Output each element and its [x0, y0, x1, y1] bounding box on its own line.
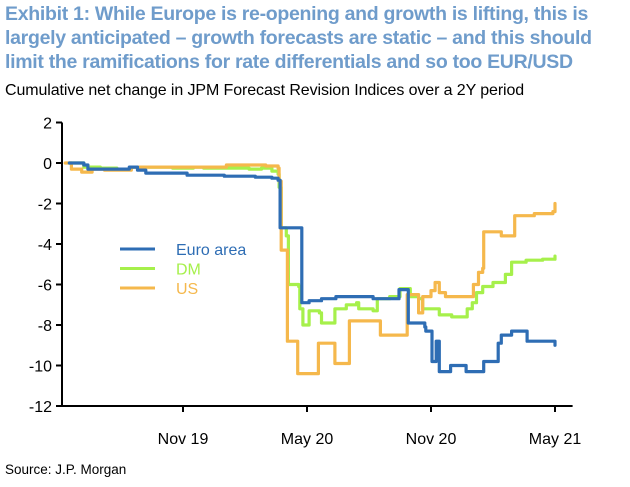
source-note: Source: J.P. Morgan	[5, 462, 127, 477]
legend: Euro area DM US	[120, 242, 246, 298]
y-tick-label: -12	[29, 399, 52, 416]
x-tick-label: Nov 19	[158, 431, 209, 448]
y-tick-label: -8	[38, 318, 52, 335]
y-tick-label: -10	[29, 359, 52, 376]
x-tick-label: May 20	[281, 431, 334, 448]
series-line-dm	[67, 161, 557, 327]
x-tick-label: May 21	[529, 431, 582, 448]
legend-label: DM	[176, 262, 201, 279]
axes-layer: 2 0 -2 -4 -6 -8 -10 -12 Nov 19 May 20 Nov 20 May 21	[29, 116, 581, 449]
chart-subtitle: Cumulative net change in JPM Forecast Re…	[5, 82, 525, 99]
series-line-us	[63, 161, 557, 376]
x-tick-label: Nov 20	[406, 431, 457, 448]
chart-title: Exhibit 1: While Europe is re-opening an…	[5, 3, 592, 73]
legend-label: US	[176, 281, 198, 298]
y-tick-label: -2	[38, 197, 52, 214]
y-tick-label: 0	[43, 156, 52, 173]
series-layer	[63, 161, 557, 376]
y-tick-label: 2	[43, 116, 52, 133]
y-tick-label: -6	[38, 278, 52, 295]
series-line-euro-area	[67, 161, 557, 374]
y-tick-label: -4	[38, 237, 52, 254]
legend-label: Euro area	[176, 242, 246, 259]
